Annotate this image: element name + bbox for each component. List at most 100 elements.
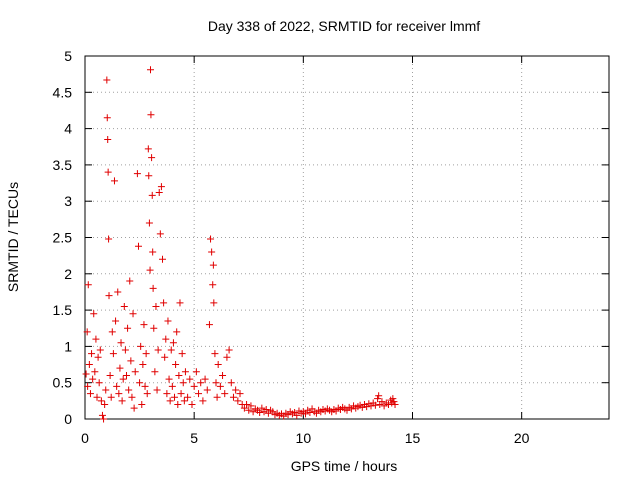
data-point <box>391 400 399 408</box>
data-point <box>110 177 118 185</box>
data-point <box>152 302 160 310</box>
data-point <box>82 370 90 378</box>
data-point <box>201 375 209 383</box>
data-point <box>192 368 200 376</box>
data-point <box>155 188 163 196</box>
chart-title: Day 338 of 2022, SRMTID for receiver lmm… <box>208 18 480 34</box>
data-point <box>160 299 168 307</box>
data-point <box>174 400 182 408</box>
data-point <box>148 154 156 162</box>
data-point <box>211 350 219 358</box>
data-point <box>225 346 233 354</box>
y-tick-label: 0 <box>64 411 72 427</box>
data-point <box>129 310 137 318</box>
data-point <box>142 350 150 358</box>
x-tick-label: 5 <box>190 430 198 446</box>
data-point <box>375 392 383 400</box>
axis-ticks <box>84 55 609 420</box>
data-point <box>374 395 382 403</box>
y-axis-label: SRMTID / TECUs <box>5 182 21 292</box>
data-point <box>197 379 205 387</box>
data-point <box>102 386 110 394</box>
data-point <box>98 411 106 419</box>
data-point <box>306 408 314 416</box>
data-point <box>173 328 181 336</box>
data-point <box>105 292 113 300</box>
data-point <box>190 382 198 390</box>
data-point <box>103 114 111 122</box>
x-tick-label: 15 <box>405 430 421 446</box>
data-point <box>227 379 235 387</box>
data-point <box>171 393 179 401</box>
data-point <box>139 361 147 369</box>
data-point <box>93 393 101 401</box>
plot-frame <box>84 55 610 420</box>
data-point <box>89 375 97 383</box>
data-point <box>127 357 135 365</box>
data-point <box>205 321 213 329</box>
data-point <box>186 375 194 383</box>
data-point <box>148 191 156 199</box>
data-point <box>262 406 270 414</box>
data-point <box>162 335 170 343</box>
data-point <box>112 317 120 325</box>
y-tick-label: 5 <box>64 48 72 64</box>
data-point <box>209 261 217 269</box>
data-point <box>240 404 248 412</box>
data-point <box>130 404 138 412</box>
data-point <box>378 398 386 406</box>
data-point <box>175 371 183 379</box>
data-point <box>219 371 227 379</box>
data-point <box>104 135 112 143</box>
data-point <box>103 76 111 84</box>
data-point <box>83 328 91 336</box>
data-point <box>163 390 171 398</box>
data-point <box>134 242 142 250</box>
data-point <box>150 324 158 332</box>
data-point <box>178 350 186 358</box>
data-point <box>159 255 167 263</box>
data-point <box>117 339 125 347</box>
data-point <box>166 397 174 405</box>
data-point <box>167 346 175 354</box>
data-point <box>122 371 130 379</box>
y-tick-label: 3 <box>64 193 72 209</box>
data-point <box>168 382 176 390</box>
data-point <box>179 379 187 387</box>
data-point <box>126 277 134 285</box>
data-point <box>95 379 103 387</box>
data-point <box>390 398 398 406</box>
data-point <box>371 401 379 409</box>
data-point <box>114 288 122 296</box>
data-point <box>195 390 203 398</box>
data-point <box>234 397 242 405</box>
data-point <box>141 382 149 390</box>
data-point <box>209 281 217 289</box>
data-point <box>119 375 127 383</box>
data-point <box>180 397 188 405</box>
data-point <box>389 395 397 403</box>
data-point <box>156 230 164 238</box>
data-point <box>88 350 96 358</box>
data-point <box>143 390 151 398</box>
data-point <box>97 397 105 405</box>
data-point <box>232 386 240 394</box>
data-point <box>149 284 157 292</box>
data-point <box>256 408 264 416</box>
data-point <box>157 183 165 191</box>
x-tick-labels: 0 5 10 15 20 <box>81 430 530 446</box>
x-tick-label: 20 <box>514 430 530 446</box>
data-point <box>221 390 229 398</box>
x-tick-label: 10 <box>296 430 312 446</box>
data-point <box>147 66 154 74</box>
data-point <box>245 406 253 414</box>
data-point <box>153 386 161 394</box>
data-point <box>236 390 244 398</box>
data-point <box>91 368 99 376</box>
data-point <box>90 310 98 318</box>
data-point <box>165 375 173 383</box>
data-point <box>121 346 129 354</box>
data-point <box>106 371 114 379</box>
y-tick-label: 2 <box>64 266 72 282</box>
